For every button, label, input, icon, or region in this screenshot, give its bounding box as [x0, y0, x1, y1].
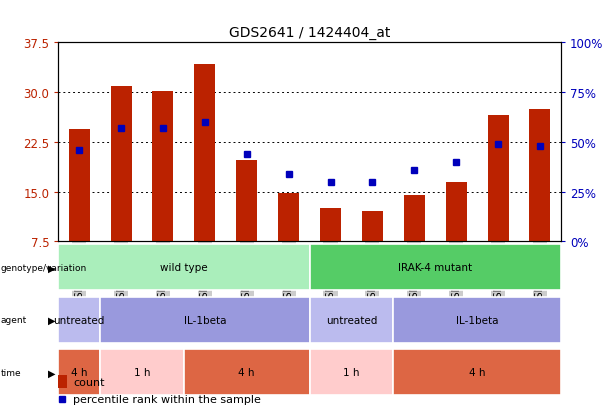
Text: IRAK-4 mutant: IRAK-4 mutant	[398, 263, 472, 273]
Bar	[153, 92, 173, 242]
Text: 1 h: 1 h	[343, 368, 360, 377]
Bar	[394, 297, 561, 343]
Text: percentile rank within the sample: percentile rank within the sample	[74, 394, 261, 404]
Bar	[320, 209, 341, 242]
Title: GDS2641 / 1424404_at: GDS2641 / 1424404_at	[229, 26, 390, 40]
Bar	[362, 212, 383, 242]
Bar	[58, 297, 100, 343]
Text: count: count	[74, 377, 105, 387]
Bar	[446, 182, 466, 242]
Text: ▶: ▶	[48, 263, 55, 273]
Text: 4 h: 4 h	[71, 368, 88, 377]
Bar	[110, 86, 132, 242]
Bar	[100, 349, 184, 395]
Text: genotype/variation: genotype/variation	[1, 263, 87, 272]
Bar	[404, 195, 425, 242]
Text: agent: agent	[1, 316, 27, 325]
Text: time: time	[1, 368, 21, 377]
Bar	[236, 160, 257, 242]
Bar	[58, 245, 310, 291]
Text: 4 h: 4 h	[469, 368, 485, 377]
Bar	[58, 349, 100, 395]
Text: untreated: untreated	[53, 315, 105, 325]
Bar	[69, 129, 89, 242]
Text: IL-1beta: IL-1beta	[184, 315, 226, 325]
Bar	[487, 116, 509, 242]
Bar	[530, 109, 550, 242]
Text: IL-1beta: IL-1beta	[456, 315, 498, 325]
Text: untreated: untreated	[326, 315, 377, 325]
Text: ▶: ▶	[48, 315, 55, 325]
Text: 1 h: 1 h	[134, 368, 150, 377]
Bar	[310, 245, 561, 291]
Bar	[310, 297, 394, 343]
Bar	[394, 349, 561, 395]
Text: 4 h: 4 h	[238, 368, 255, 377]
Bar	[184, 349, 310, 395]
Bar	[310, 349, 394, 395]
Bar	[100, 297, 310, 343]
Text: wild type: wild type	[160, 263, 208, 273]
Bar	[278, 193, 299, 242]
Bar	[58, 375, 67, 388]
Bar	[194, 65, 215, 242]
Text: ▶: ▶	[48, 368, 55, 377]
